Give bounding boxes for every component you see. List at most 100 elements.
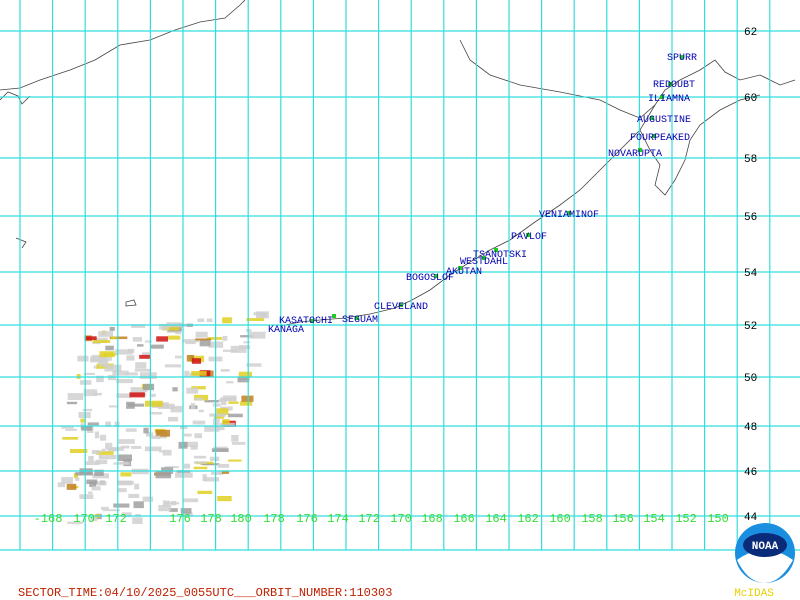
cloud-pixel: [128, 493, 140, 498]
volcano-label: REDOUBT: [653, 80, 695, 91]
cloud-pixel: [175, 329, 182, 335]
volcano-label: SEGUAM: [342, 315, 378, 326]
volcano-label: CLEVELAND: [374, 302, 428, 313]
cloud-pixel: [104, 364, 122, 372]
cloud-pixel: [222, 419, 230, 425]
cloud-pixel: [129, 392, 145, 398]
cloud-pixel: [107, 448, 119, 452]
volcano-marker: [482, 256, 486, 260]
cloud-pixel: [88, 456, 94, 462]
cloud-pixel: [126, 401, 135, 409]
cloud-pixel: [204, 400, 220, 403]
cloud-pixel: [61, 477, 73, 484]
cloud-pixel: [113, 503, 130, 508]
cloud-pixel: [172, 387, 178, 392]
cloud-pixel: [116, 379, 133, 384]
cloud-pixel: [222, 349, 238, 352]
volcano-marker: [332, 314, 336, 318]
volcano-marker: [494, 248, 498, 252]
cloud-pixel: [112, 370, 129, 376]
cloud-pixel: [180, 425, 188, 430]
cloud-pixel: [209, 413, 226, 417]
cloud-pixel: [239, 345, 251, 350]
longitude-label: 176: [169, 512, 191, 526]
cloud-pixel: [125, 428, 137, 432]
cloud-pixel: [118, 488, 127, 493]
volcano-label: ILIAMNA: [648, 94, 690, 105]
cloud-pixel: [66, 401, 78, 405]
cloud-pixel: [67, 521, 83, 524]
latitude-label: 50: [744, 373, 757, 385]
volcano-marker: [668, 82, 672, 86]
cloud-pixel: [134, 483, 140, 490]
cloud-pixel: [95, 459, 108, 465]
cloud-pixel: [231, 435, 239, 442]
cloud-pixel: [159, 323, 170, 330]
cloud-pixel: [142, 496, 154, 502]
longitude-label: 166: [453, 512, 475, 526]
latitude-label: 46: [744, 467, 757, 479]
latitude-label: 54: [744, 268, 758, 280]
cloud-pixel: [194, 397, 203, 401]
volcano-label: AUGUSTINE: [637, 115, 691, 126]
cloud-pixel: [240, 335, 254, 338]
longitude-label: 170: [73, 512, 95, 526]
volcano-label: VENIAMINOF: [539, 210, 599, 221]
cloud-pixel: [253, 312, 266, 316]
longitude-label: -168: [34, 512, 63, 526]
latitude-label: 56: [744, 212, 757, 224]
cloud-pixel: [57, 482, 66, 488]
cloud-pixel: [155, 429, 170, 437]
cloud-pixel: [170, 501, 177, 506]
cloud-pixel: [175, 472, 193, 478]
cloud-pixel: [102, 509, 120, 512]
cloud-pixel: [199, 339, 211, 347]
cloud-pixel: [80, 418, 86, 423]
cloud-pixel: [67, 393, 84, 400]
cloud-pixel: [65, 428, 77, 431]
cloud-pixel: [96, 375, 104, 383]
cloud-pixel: [88, 491, 93, 494]
cloud-pixel: [191, 371, 207, 376]
cloud-pixel: [144, 340, 153, 343]
cloud-pixel: [237, 376, 250, 383]
cloud-pixel: [143, 383, 155, 391]
longitude-label: 158: [581, 512, 603, 526]
cloud-pixel: [84, 461, 100, 465]
longitude-label: 176: [296, 512, 318, 526]
cloud-pixel: [169, 508, 178, 512]
cloud-pixel: [183, 339, 199, 343]
cloud-pixel: [121, 512, 132, 518]
cloud-pixel: [135, 362, 147, 369]
cloud-pixel: [184, 463, 191, 469]
cloud-pixel: [193, 455, 207, 459]
cloud-pixel: [100, 506, 109, 510]
cloud-pixel: [230, 345, 247, 353]
cloud-pixel: [61, 425, 74, 429]
cloud-pixel: [100, 434, 107, 441]
cloud-pixel: [116, 393, 131, 398]
cloud-pixel: [191, 358, 201, 364]
cloud-pixel: [83, 372, 95, 375]
cloud-pixel: [91, 354, 107, 362]
cloud-pixel: [164, 466, 179, 469]
volcano-label: KANAGA: [268, 325, 304, 336]
volcano-label: TSANOTSKI: [473, 250, 527, 261]
volcano-label: FOURPEAKED: [630, 133, 690, 144]
cloud-pixel: [70, 449, 88, 453]
cloud-pixel: [105, 345, 114, 351]
cloud-pixel: [246, 363, 262, 367]
cloud-pixel: [93, 392, 102, 396]
cloud-pixel: [228, 401, 239, 404]
cloud-pixel: [143, 427, 149, 434]
longitude-label: 160: [549, 512, 571, 526]
cloud-pixel: [109, 326, 115, 331]
cloud-pixel: [238, 371, 252, 378]
cloud-pixel: [105, 442, 113, 450]
longitude-label: 174: [327, 512, 349, 526]
cloud-pixel: [243, 341, 251, 344]
cloud-pixel: [168, 335, 181, 340]
satellite-imagery: [57, 311, 269, 524]
cloud-pixel: [193, 394, 209, 401]
